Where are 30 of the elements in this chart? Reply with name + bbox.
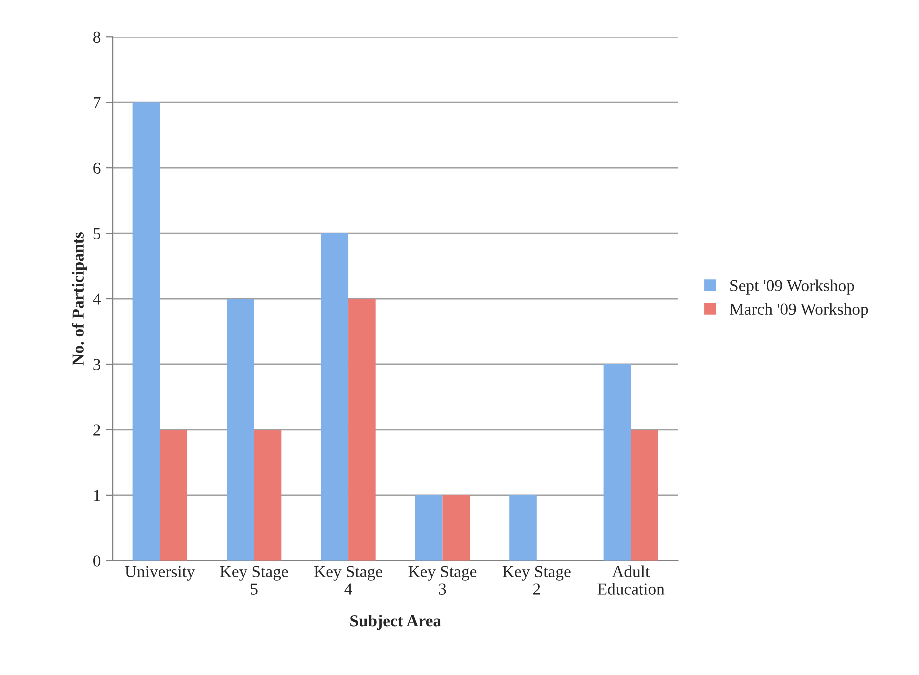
bar <box>227 299 254 561</box>
y-tick-label: 2 <box>94 424 100 436</box>
y-tick-label: 1 <box>94 490 100 502</box>
x-tick-label: Key Stage 5 <box>220 566 288 595</box>
bar <box>254 430 282 561</box>
y-tick-label: 8 <box>94 32 101 44</box>
bar <box>348 299 376 561</box>
x-axis-title: Subject Area <box>350 614 442 630</box>
y-tick-label: 7 <box>94 97 101 108</box>
bar <box>415 495 443 561</box>
y-axis-title: No. of Participants <box>72 232 88 366</box>
x-tick-label: Key Stage 2 <box>502 566 571 595</box>
bar <box>510 495 537 561</box>
y-tick-label: 4 <box>93 294 101 305</box>
bar <box>604 364 632 561</box>
bar <box>631 430 658 561</box>
legend-label: March '09 Workshop <box>730 303 868 318</box>
x-tick-label: Adult Education <box>598 566 665 595</box>
bar <box>442 495 470 561</box>
bar <box>160 430 188 561</box>
x-tick-label: Key Stage 3 <box>408 566 477 595</box>
legend-label: Sept '09 Workshop <box>730 280 854 295</box>
bar <box>132 102 160 561</box>
x-tick-label: Key Stage 4 <box>314 566 382 595</box>
x-tick-label: University <box>125 566 196 581</box>
y-tick-label: 6 <box>94 162 101 174</box>
y-tick-label: 3 <box>94 359 101 370</box>
bar <box>321 234 349 561</box>
y-tick-label: 5 <box>94 228 101 240</box>
y-tick-label: 0 <box>94 556 101 567</box>
